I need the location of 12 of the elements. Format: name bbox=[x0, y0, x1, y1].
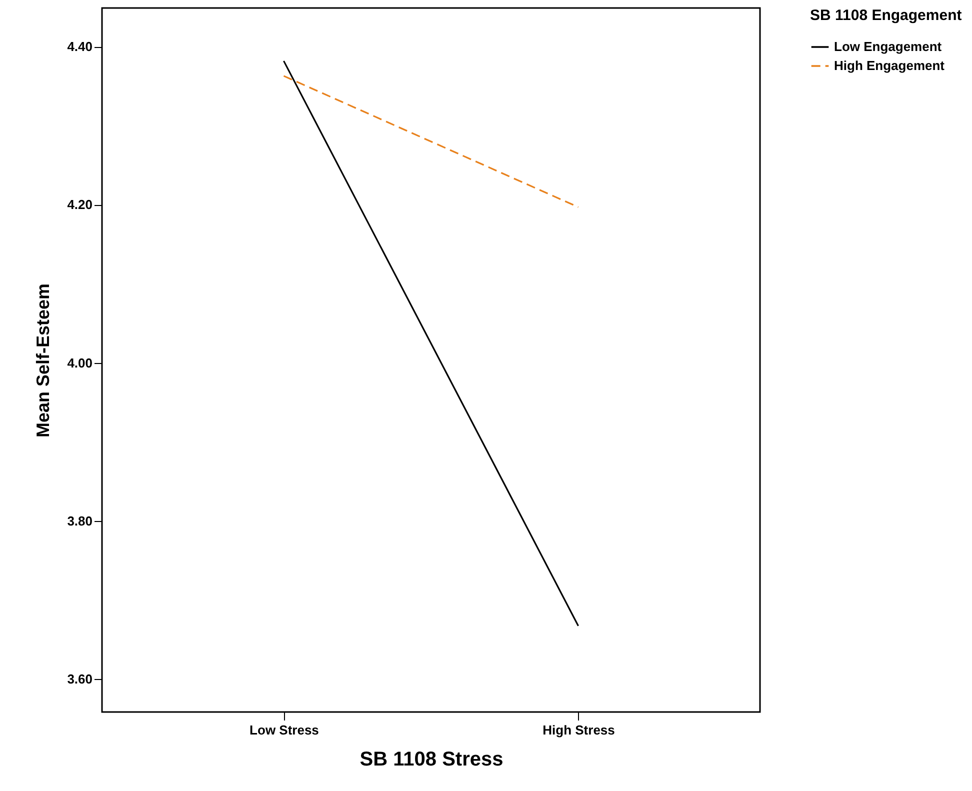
x-tick-label: High Stress bbox=[542, 722, 615, 738]
y-tick-label: 3.60 bbox=[67, 671, 92, 686]
x-axis-title: SB 1108 Stress bbox=[360, 748, 504, 770]
legend-title: SB 1108 Engagement bbox=[810, 7, 962, 24]
y-tick-label: 3.80 bbox=[67, 513, 92, 528]
legend-label: High Engagement bbox=[834, 58, 946, 73]
legend-label: Low Engagement bbox=[834, 39, 942, 54]
y-tick-label: 4.00 bbox=[67, 355, 92, 370]
y-tick-label: 4.40 bbox=[67, 39, 92, 54]
y-axis-title: Mean Self-Esteem bbox=[33, 283, 54, 438]
y-tick-label: 4.20 bbox=[67, 197, 92, 212]
x-tick-label: Low Stress bbox=[250, 722, 319, 738]
